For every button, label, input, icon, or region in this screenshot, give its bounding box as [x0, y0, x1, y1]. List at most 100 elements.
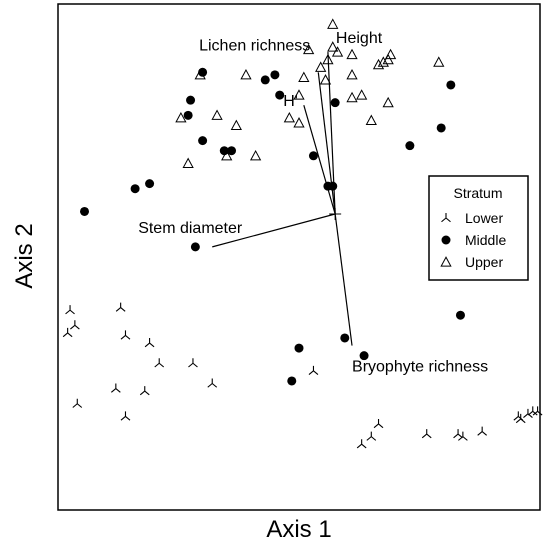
point-lower	[139, 386, 150, 396]
point-upper	[283, 111, 295, 123]
point-middle	[405, 141, 415, 151]
point-lower	[532, 406, 543, 416]
point-upper	[346, 48, 358, 60]
point-middle	[294, 343, 304, 353]
point-upper	[372, 58, 385, 70]
series-upper	[175, 18, 445, 168]
point-lower	[207, 378, 218, 388]
point-upper	[322, 53, 334, 65]
vector-label: H'	[283, 93, 298, 110]
point-lower	[308, 365, 319, 376]
point-middle	[308, 151, 318, 161]
vector-line	[212, 213, 336, 248]
point-upper	[293, 89, 305, 100]
vector-label: Bryophyte richness	[352, 359, 488, 376]
point-middle	[446, 80, 456, 90]
point-upper	[377, 56, 389, 67]
legend-title: Stratum	[453, 185, 502, 201]
legend-entries: Lower Middle Upper	[440, 210, 506, 270]
vector-line	[303, 105, 336, 215]
point-lower	[477, 426, 488, 436]
point-lower	[62, 327, 73, 338]
point-lower	[120, 330, 131, 340]
point-lower	[70, 320, 80, 330]
vector-label: Lichen richness	[199, 37, 310, 54]
point-middle	[328, 181, 338, 191]
legend-label: Middle	[465, 232, 506, 248]
legend-marker-middle	[441, 235, 451, 245]
point-middle	[80, 206, 90, 216]
point-upper	[346, 91, 358, 103]
vector-line	[334, 213, 353, 346]
series-middle	[80, 67, 465, 386]
point-lower	[188, 358, 198, 368]
vector-line	[317, 72, 336, 215]
y-axis-label: Axis 2	[11, 223, 38, 288]
point-lower	[115, 302, 126, 312]
points-layer	[62, 18, 543, 449]
point-lower	[110, 383, 121, 393]
x-axis-label: Axis 1	[266, 516, 331, 543]
point-middle	[227, 146, 237, 156]
point-upper	[319, 74, 332, 85]
point-middle	[130, 184, 140, 194]
point-middle	[330, 98, 340, 108]
point-upper	[327, 18, 339, 29]
point-middle	[340, 333, 350, 343]
point-middle	[455, 310, 465, 320]
point-upper	[303, 43, 315, 55]
legend-label: Lower	[465, 210, 503, 226]
plot-frame	[57, 3, 541, 511]
point-upper	[356, 89, 368, 100]
point-upper	[327, 41, 339, 52]
point-lower	[421, 429, 432, 439]
point-upper	[221, 149, 233, 161]
point-lower	[65, 305, 75, 315]
point-middle	[145, 179, 155, 189]
point-upper	[230, 119, 242, 131]
point-upper	[384, 48, 397, 60]
point-lower	[515, 413, 526, 424]
point-upper	[382, 53, 394, 65]
point-upper	[194, 68, 206, 80]
point-upper	[182, 157, 194, 168]
point-lower	[373, 418, 384, 429]
point-middle	[359, 351, 369, 361]
point-upper	[433, 56, 445, 67]
point-lower	[366, 431, 377, 441]
point-upper	[298, 71, 310, 82]
point-middle	[287, 376, 297, 386]
point-upper	[331, 46, 344, 57]
point-lower	[458, 431, 468, 441]
point-lower	[356, 439, 367, 449]
point-middle	[183, 110, 193, 120]
legend-box	[428, 175, 529, 281]
point-lower	[527, 406, 538, 416]
point-lower	[453, 429, 463, 439]
point-upper	[175, 111, 187, 123]
point-middle	[219, 146, 229, 156]
legend: Stratum Lower Middle Upper	[428, 175, 529, 281]
point-middle	[275, 90, 285, 100]
point-middle	[270, 70, 280, 80]
point-middle	[436, 123, 446, 133]
vector-label: Height	[336, 30, 383, 47]
point-lower	[144, 338, 155, 348]
point-upper	[382, 96, 394, 108]
point-upper	[293, 117, 305, 128]
point-middle	[260, 75, 270, 85]
point-upper	[346, 68, 358, 80]
series-lower	[62, 302, 543, 449]
point-middle	[198, 136, 208, 146]
legend-marker-lower	[441, 213, 451, 223]
vector-label: Stem diameter	[138, 220, 243, 237]
point-lower	[154, 358, 165, 368]
vector-labels-layer: Height Lichen richness H' Stem diameter Bryo…	[138, 30, 488, 375]
point-upper	[315, 61, 327, 72]
legend-entry: Middle	[441, 232, 506, 248]
point-upper	[240, 68, 252, 80]
point-middle	[190, 242, 200, 252]
point-upper	[249, 149, 262, 161]
legend-entry: Lower	[441, 210, 503, 226]
